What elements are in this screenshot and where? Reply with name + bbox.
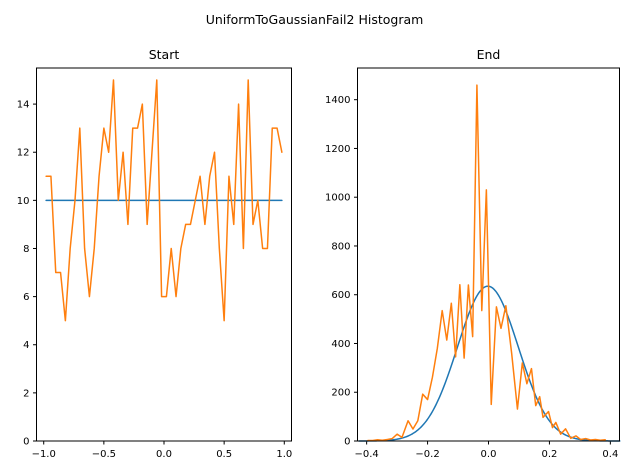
end-y-tick-label: 800: [331, 241, 350, 252]
start-y-tick-label: 8: [23, 244, 29, 255]
start-x-axis: −1.0 −0.5 0.0 0.5 1.0: [32, 441, 292, 460]
start-title: Start: [149, 47, 180, 62]
start-y-tick-label: 4: [23, 340, 29, 351]
end-spines: [357, 67, 620, 442]
end-gaussian-fit-line: [358, 285, 621, 442]
end-y-tick-label: 1200: [325, 144, 350, 155]
start-y-tick-label: 14: [17, 100, 30, 111]
start-y-tick-label: 10: [17, 196, 30, 207]
end-y-axis: 0 200 400 600 800 1000 1200 1400: [325, 95, 358, 448]
start-x-tick-label: 0.0: [156, 449, 172, 460]
end-y-tick-label: 1400: [325, 95, 350, 106]
figure-suptitle: UniformToGaussianFail2 Histogram: [205, 12, 424, 27]
start-y-tick-label: 2: [23, 388, 29, 399]
end-x-tick-label: 0.0: [481, 449, 497, 460]
end-y-tick-label: 0: [344, 437, 350, 448]
start-x-tick-label: 0.5: [216, 449, 232, 460]
start-x-tick-label: 1.0: [276, 449, 292, 460]
end-x-tick-label: −0.2: [415, 449, 439, 460]
start-subplot: Start −1.0 −0.5 0.0 0.5 1.0 0 2 4 6 8 10 12 14: [17, 47, 292, 460]
start-spines: [36, 67, 292, 442]
end-title: End: [477, 47, 501, 62]
end-bin-counts-line: [367, 84, 606, 442]
start-bin-counts-line: [45, 79, 283, 322]
start-y-axis: 0 2 4 6 8 10 12 14: [17, 100, 37, 448]
end-y-tick-label: 1000: [325, 193, 350, 204]
end-y-tick-label: 600: [331, 290, 350, 301]
end-x-tick-label: 0.2: [541, 449, 557, 460]
end-x-axis: −0.4 −0.2 0.0 0.2 0.4: [354, 441, 618, 460]
end-y-tick-label: 400: [331, 339, 350, 350]
start-x-tick-label: −1.0: [32, 449, 56, 460]
start-y-tick-label: 0: [23, 437, 29, 448]
start-x-tick-label: −0.5: [92, 449, 116, 460]
end-x-tick-label: 0.4: [602, 449, 618, 460]
start-y-tick-label: 12: [17, 148, 30, 159]
end-x-tick-label: −0.4: [354, 449, 378, 460]
end-subplot: End −0.4 −0.2 0.0 0.2 0.4 0 200 400 600 800 1000 120…: [325, 47, 621, 460]
end-y-tick-label: 200: [331, 388, 350, 399]
start-y-tick-label: 6: [23, 292, 29, 303]
